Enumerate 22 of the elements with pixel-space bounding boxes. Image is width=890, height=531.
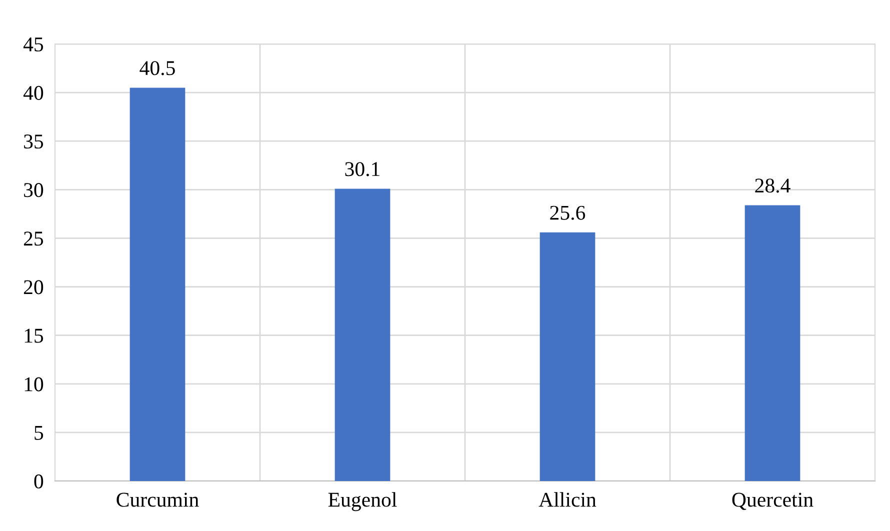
y-tick-label: 0 bbox=[34, 474, 44, 488]
y-tick-label: 45 bbox=[23, 38, 44, 52]
bar bbox=[130, 88, 186, 481]
x-tick-label: Curcumin bbox=[116, 492, 199, 507]
x-tick-label: Allicin bbox=[538, 492, 596, 507]
bar bbox=[334, 188, 390, 481]
y-tick-label: 20 bbox=[24, 280, 44, 294]
bar bbox=[540, 232, 596, 481]
y-tick-label: 40 bbox=[23, 86, 44, 100]
data-label: 30.1 bbox=[345, 162, 380, 176]
data-label: 25.6 bbox=[550, 206, 586, 220]
y-tick-label: 35 bbox=[24, 134, 44, 149]
y-tick-label: 10 bbox=[24, 377, 44, 392]
data-label: 28.4 bbox=[755, 178, 790, 193]
y-tick-label: 25 bbox=[24, 232, 44, 246]
y-tick-label: 5 bbox=[34, 426, 44, 440]
x-tick-label: Quercetin bbox=[732, 492, 814, 510]
y-tick-label: 15 bbox=[24, 328, 44, 343]
bar bbox=[744, 205, 800, 481]
y-tick-label: 30 bbox=[24, 183, 44, 198]
data-label: 40.5 bbox=[140, 61, 175, 76]
x-tick-label: Eugenol bbox=[328, 492, 397, 512]
